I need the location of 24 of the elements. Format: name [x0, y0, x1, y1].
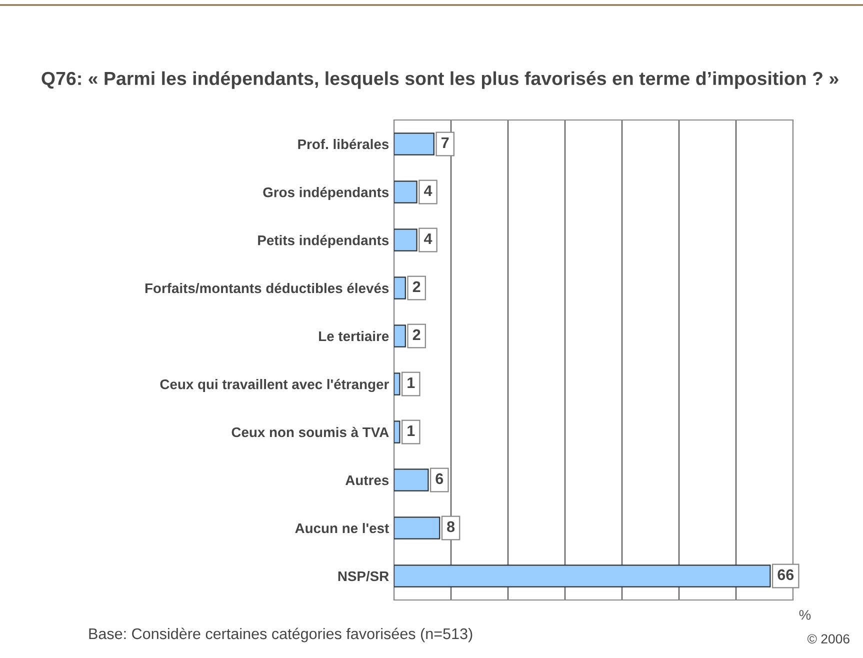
y-tick-label: Forfaits/montants déductibles élevés	[145, 282, 389, 294]
data-label: 4	[424, 233, 432, 244]
chart-title: Q76: « Parmi les indépendants, lesquels sont les plus favorisés en terme d’imposition ? »	[42, 71, 838, 89]
data-label: 1	[408, 425, 415, 436]
y-tick-label: Aucun ne l'est	[295, 522, 389, 534]
y-tick-label: Autres	[345, 475, 389, 486]
y-tick-label: Petits indépendants	[258, 234, 389, 248]
data-label: 66	[778, 569, 794, 580]
data-label: 6	[436, 473, 444, 484]
y-tick-label: Le tertiaire	[319, 330, 389, 342]
y-tick-label: Prof. libérales	[298, 138, 389, 150]
y-tick-label: NSP/SR	[338, 570, 389, 582]
x-axis-title: %	[799, 610, 811, 620]
y-tick-label: Ceux qui travaillent avec l'étranger	[160, 378, 389, 392]
data-label: 2	[412, 329, 420, 340]
y-tick-label: Gros indépendants	[263, 186, 389, 200]
data-label: 2	[412, 281, 420, 292]
y-tick-label: Ceux non soumis à TVA	[232, 426, 389, 438]
data-label: 4	[424, 185, 432, 196]
data-label: 1	[408, 377, 415, 388]
text: Base: Considère certaines catégories favorisées (n=513)	[89, 628, 472, 642]
data-label: 7	[442, 137, 449, 148]
text: © 2006	[807, 634, 850, 644]
data-label: 8	[447, 521, 455, 532]
